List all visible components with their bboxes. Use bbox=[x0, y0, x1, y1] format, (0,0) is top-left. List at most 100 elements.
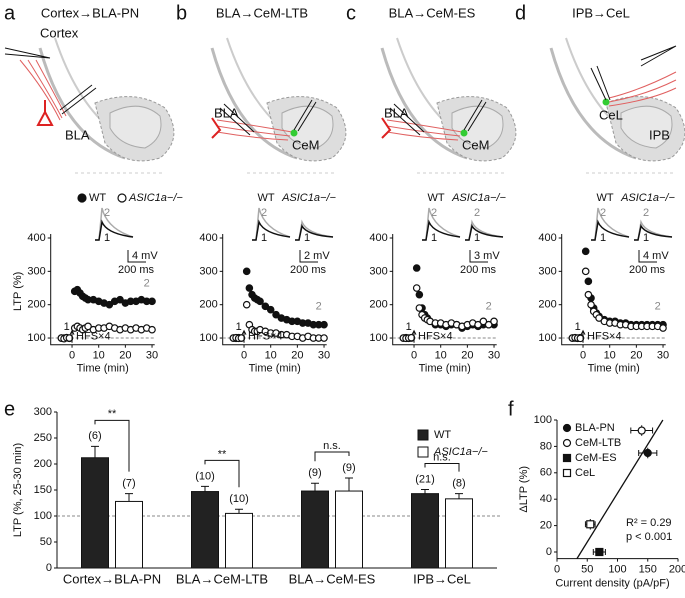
error-bar bbox=[345, 477, 353, 492]
data-point bbox=[643, 448, 652, 458]
x-tick-label: 100 bbox=[608, 564, 626, 576]
x-axis-label: Time (min) bbox=[419, 363, 471, 375]
y-tick-label: 200 bbox=[369, 299, 387, 311]
y-tick-label: 250 bbox=[34, 432, 52, 444]
n-label: (9) bbox=[342, 462, 355, 474]
fibers bbox=[19, 59, 67, 121]
legend-marker bbox=[417, 429, 429, 441]
example-traces bbox=[422, 207, 504, 241]
significance-label: ** bbox=[218, 448, 227, 460]
data-point bbox=[242, 267, 251, 276]
annotation: R² = 0.29 bbox=[626, 517, 672, 529]
x-tick-label: 10 bbox=[265, 350, 277, 362]
x-tick-label: 30 bbox=[146, 350, 158, 362]
y-tick-label: 400 bbox=[199, 232, 217, 244]
y-tick-label: 300 bbox=[538, 265, 556, 277]
data-point bbox=[105, 300, 114, 309]
y-tick-label: 60 bbox=[540, 467, 552, 479]
legend-label: ASIC1a−/− bbox=[128, 192, 183, 204]
trace-early bbox=[252, 219, 291, 241]
electrode bbox=[590, 45, 677, 101]
in-plot-label: 1 bbox=[236, 321, 242, 333]
legend-marker bbox=[562, 438, 572, 448]
y-tick-label: 200 bbox=[199, 299, 217, 311]
region-label: BLA bbox=[214, 105, 239, 120]
y-tick-label: 300 bbox=[27, 265, 45, 277]
x-tick-label: 0 bbox=[554, 564, 560, 576]
scale-bar bbox=[299, 250, 318, 263]
data-point bbox=[581, 247, 590, 256]
data-point bbox=[65, 334, 74, 342]
electrode bbox=[389, 99, 487, 136]
trace-label: 1 bbox=[261, 232, 267, 244]
data-point bbox=[584, 290, 593, 299]
trace-group-label: WT bbox=[596, 192, 613, 204]
circuit bbox=[211, 99, 317, 141]
y-tick-label: 100 bbox=[199, 332, 217, 344]
data-point bbox=[490, 317, 498, 326]
n-label: (21) bbox=[415, 473, 435, 485]
data-point bbox=[256, 297, 264, 306]
region-label: BLA bbox=[384, 105, 409, 120]
brain-schematic bbox=[549, 36, 685, 175]
scale-bar bbox=[469, 250, 488, 263]
panel-letter: f bbox=[508, 398, 514, 420]
y-tick-label: 200 bbox=[538, 299, 556, 311]
legend-label: WT bbox=[89, 192, 106, 204]
significance-label: n.s. bbox=[433, 451, 451, 463]
trace-label: 1 bbox=[104, 232, 110, 244]
data-point bbox=[474, 320, 482, 329]
panel-title: IPB→CeL bbox=[572, 5, 630, 20]
trace-late bbox=[95, 207, 134, 241]
recorded-cell bbox=[602, 98, 610, 106]
y-axis-label: LTP (%) bbox=[12, 272, 24, 311]
bar bbox=[335, 490, 363, 569]
bar bbox=[115, 500, 143, 569]
bar bbox=[411, 493, 439, 569]
trace-label: 1 bbox=[643, 232, 649, 244]
region-label: CeM bbox=[462, 137, 489, 152]
x-tick-label: 30 bbox=[488, 350, 500, 362]
y-tick-label: 150 bbox=[34, 484, 52, 496]
y-tick-label: 100 bbox=[34, 510, 52, 522]
bar bbox=[445, 498, 473, 569]
x-tick-label: 0 bbox=[241, 350, 247, 362]
trace-group-label: WT bbox=[427, 192, 444, 204]
neuron bbox=[36, 100, 54, 126]
n-label: (6) bbox=[88, 430, 101, 442]
data-point bbox=[407, 333, 416, 342]
error-bar bbox=[235, 508, 243, 514]
x-tick-label: 30 bbox=[318, 350, 330, 362]
y-tick-label: 80 bbox=[540, 440, 552, 452]
error-bar bbox=[421, 488, 429, 494]
x-tick-label: 20 bbox=[119, 350, 131, 362]
data-point bbox=[595, 547, 604, 557]
bar bbox=[301, 490, 329, 569]
x-tick-label: 200 bbox=[669, 564, 685, 576]
n-label: (8) bbox=[452, 478, 465, 490]
region-label: BLA bbox=[65, 127, 90, 142]
x-tick-label: 30 bbox=[657, 350, 669, 362]
in-plot-label: 1 bbox=[64, 321, 70, 333]
panel-letter: c bbox=[346, 2, 356, 24]
y-tick-label: 0 bbox=[546, 546, 552, 558]
data-point bbox=[415, 304, 424, 312]
data-point bbox=[272, 310, 280, 319]
data-point bbox=[587, 300, 595, 309]
data-point bbox=[415, 290, 424, 299]
stimulus-label: HFS×4 bbox=[587, 331, 622, 343]
trace-early bbox=[465, 223, 504, 241]
electrode bbox=[219, 99, 317, 136]
in-plot-label: 2 bbox=[316, 301, 322, 313]
data-point bbox=[584, 277, 593, 286]
circuit bbox=[590, 45, 677, 107]
x-tick-label: IPB→CeL bbox=[413, 571, 471, 586]
y-tick-label: 100 bbox=[369, 332, 387, 344]
legend-label: BLA-PN bbox=[575, 422, 615, 434]
trace-early bbox=[634, 223, 673, 241]
x-tick-label: 10 bbox=[93, 350, 105, 362]
data-point bbox=[576, 334, 585, 343]
trace-label: 2 bbox=[643, 207, 649, 219]
scale-bar bbox=[638, 250, 657, 263]
data-point bbox=[84, 322, 92, 331]
